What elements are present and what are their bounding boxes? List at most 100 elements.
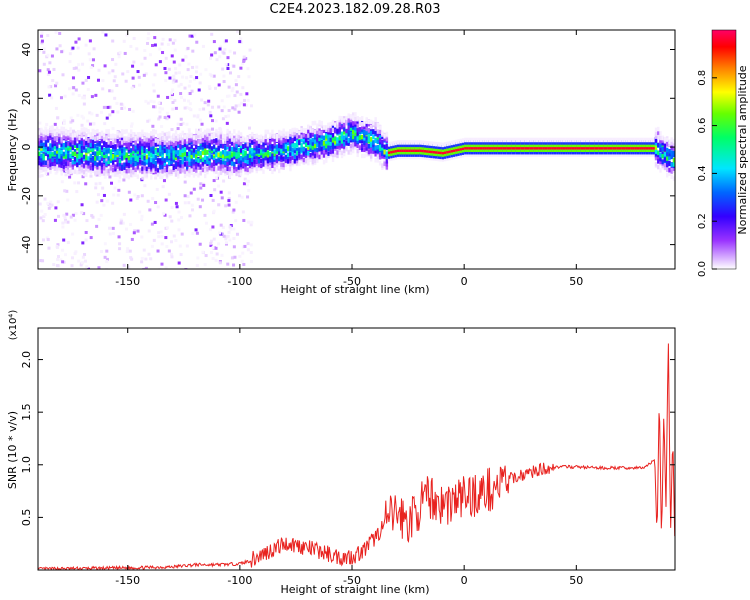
- heatmap-cell: [116, 148, 119, 154]
- heatmap-cell: [168, 143, 171, 149]
- heatmap-cell: [309, 147, 312, 153]
- heatmap-cell: [511, 137, 514, 143]
- heatmap-cell: [100, 249, 104, 253]
- heatmap-cell: [187, 106, 191, 110]
- heatmap-cell: [457, 148, 460, 154]
- heatmap-cell: [127, 265, 131, 269]
- heatmap-cell: [113, 186, 117, 190]
- heatmap-cell: [90, 95, 94, 99]
- heatmap-cell: [506, 149, 510, 155]
- heatmap-cell: [91, 143, 95, 149]
- heatmap-cell: [132, 36, 136, 40]
- heatmap-cell: [134, 144, 137, 150]
- heatmap-cell: [242, 162, 245, 167]
- heatmap-cell: [325, 127, 328, 133]
- heatmap-cell: [195, 231, 199, 235]
- heatmap-cell: [129, 133, 133, 139]
- heatmap-cell: [271, 169, 274, 175]
- heatmap-cell: [441, 142, 445, 148]
- spectrogram-y-tick-label: -40: [20, 236, 33, 254]
- heatmap-cell: [46, 134, 50, 140]
- heatmap-cell: [178, 63, 182, 67]
- heatmap-cell: [116, 138, 119, 144]
- heatmap-cell: [372, 120, 375, 126]
- heatmap-cell: [513, 142, 516, 148]
- heatmap-cell: [89, 236, 93, 240]
- heatmap-cell: [334, 149, 337, 155]
- heatmap-cell: [183, 142, 187, 147]
- heatmap-cell: [271, 157, 274, 163]
- heatmap-cell: [190, 144, 193, 149]
- heatmap-cell: [423, 150, 427, 155]
- heatmap-cell: [165, 117, 169, 121]
- heatmap-cell: [645, 137, 649, 143]
- heatmap-cell: [86, 88, 90, 92]
- heatmap-cell: [562, 145, 566, 150]
- heatmap-cell: [583, 142, 586, 148]
- heatmap-cell: [412, 145, 415, 150]
- heatmap-cell: [589, 147, 593, 152]
- heatmap-cell: [325, 153, 328, 159]
- heatmap-cell: [363, 153, 366, 159]
- heatmap-cell: [553, 145, 557, 150]
- heatmap-cell: [194, 228, 198, 232]
- heatmap-cell: [345, 128, 348, 134]
- heatmap-cell: [203, 129, 207, 135]
- heatmap-cell: [358, 129, 362, 135]
- heatmap-cell: [475, 142, 478, 148]
- heatmap-cell: [223, 48, 227, 52]
- heatmap-cell: [627, 147, 631, 152]
- heatmap-cell: [135, 47, 139, 51]
- heatmap-cell: [609, 140, 613, 145]
- heatmap-cell: [376, 122, 380, 128]
- heatmap-cell: [160, 234, 164, 238]
- heatmap-cell: [221, 67, 225, 71]
- heatmap-cell: [589, 142, 593, 148]
- heatmap-cell: [432, 146, 436, 152]
- heatmap-cell: [309, 140, 312, 145]
- heatmap-cell: [157, 231, 161, 235]
- heatmap-cell: [269, 132, 272, 138]
- heatmap-cell: [228, 139, 232, 145]
- heatmap-cell: [607, 142, 611, 148]
- heatmap-cell: [71, 133, 75, 138]
- heatmap-cell: [419, 152, 422, 157]
- heatmap-cell: [639, 137, 642, 143]
- heatmap-cell: [52, 67, 56, 71]
- heatmap-cell: [238, 174, 242, 178]
- heatmap-cell: [172, 137, 175, 142]
- heatmap-cell: [661, 138, 664, 143]
- heatmap-cell: [264, 163, 267, 168]
- heatmap-cell: [309, 152, 312, 158]
- heatmap-cell: [224, 237, 228, 241]
- heatmap-cell: [154, 163, 158, 168]
- heatmap-cell: [95, 113, 99, 117]
- heatmap-cell: [116, 157, 119, 162]
- heatmap-cell: [82, 96, 86, 100]
- heatmap-cell: [307, 145, 310, 150]
- heatmap-cell: [181, 75, 185, 79]
- heatmap-cell: [473, 149, 476, 155]
- snr-plot-area: [38, 343, 675, 570]
- heatmap-cell: [495, 140, 498, 145]
- heatmap-cell: [138, 136, 142, 142]
- heatmap-cell: [112, 133, 115, 139]
- heatmap-cell: [84, 182, 88, 186]
- heatmap-cell: [387, 154, 391, 159]
- heatmap-cell: [448, 150, 451, 156]
- heatmap-cell: [58, 165, 61, 170]
- heatmap-cell: [340, 118, 344, 123]
- heatmap-cell: [174, 172, 178, 177]
- heatmap-cell: [174, 141, 178, 146]
- heatmap-cell: [482, 147, 485, 152]
- heatmap-cell: [374, 117, 377, 122]
- heatmap-cell: [226, 262, 230, 266]
- heatmap-cell: [188, 133, 191, 139]
- heatmap-cell: [149, 257, 153, 261]
- heatmap-cell: [172, 60, 176, 64]
- heatmap-cell: [170, 156, 173, 162]
- heatmap-cell: [266, 137, 270, 143]
- heatmap-cell: [271, 146, 274, 152]
- heatmap-cell: [161, 156, 164, 161]
- heatmap-cell: [221, 153, 225, 159]
